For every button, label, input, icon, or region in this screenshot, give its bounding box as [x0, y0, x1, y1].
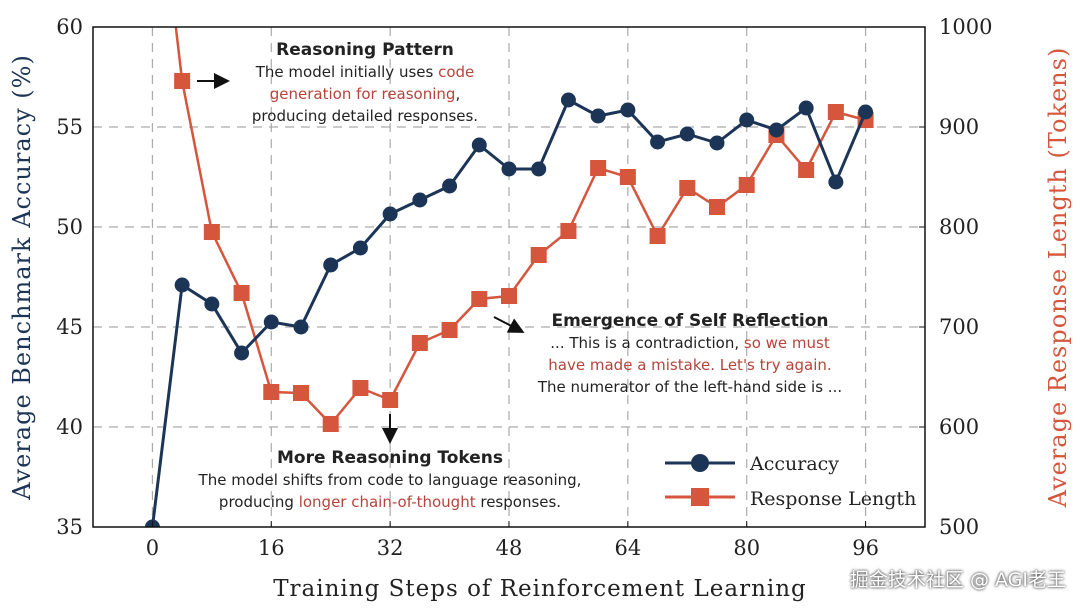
accuracy-point [768, 122, 784, 138]
arrow-diagonal-icon [493, 316, 525, 333]
x-tick-label: 32 [377, 536, 404, 560]
response-length-point [441, 322, 458, 338]
y-right-tick-label: 1000 [939, 15, 992, 39]
annotation-highlight: have made a mistake. Let's try again. [548, 356, 832, 374]
x-tick-label: 16 [258, 536, 285, 560]
annotation-text: The model shifts from code to language r… [198, 471, 582, 489]
response-length-point [590, 160, 607, 176]
y-left-tick-label: 55 [56, 115, 83, 139]
accuracy-point [263, 314, 279, 330]
response-length-point [471, 291, 488, 307]
annotation-more-tokens: More Reasoning Tokens The model shifts f… [170, 447, 610, 513]
y-left-tick-label: 45 [56, 315, 83, 339]
y-left-tick-label: 35 [56, 515, 83, 539]
accuracy-point [679, 126, 695, 142]
accuracy-point [798, 100, 814, 116]
y-axis-left-label: Average Benchmark Accuracy (%) [8, 54, 36, 501]
accuracy-point [323, 257, 339, 273]
accuracy-point [501, 161, 517, 177]
accuracy-point [650, 134, 666, 150]
response-length-point [293, 385, 309, 401]
response-length-point [233, 285, 250, 301]
x-tick-label: 64 [614, 536, 641, 560]
annotation-highlight: generation for reasoning [269, 85, 456, 103]
accuracy-point [234, 345, 250, 361]
ticks: 0 16 32 48 64 80 96 35 40 45 50 55 60 500 600 700 800 900… [56, 15, 992, 560]
annotation-highlight: so we must [743, 334, 830, 352]
accuracy-point [531, 161, 547, 177]
accuracy-point [442, 178, 458, 194]
response-length-point [679, 180, 696, 196]
annotation-text: ... This is a contradiction, [550, 334, 744, 352]
response-length-point [382, 392, 399, 408]
accuracy-point [590, 108, 606, 124]
accuracy-point [293, 319, 309, 335]
y-right-tick-label: 900 [939, 115, 979, 139]
annotation-highlight: code [438, 63, 475, 81]
annotation-highlight: longer chain-of-thought [298, 493, 476, 511]
response-length-point [174, 73, 191, 89]
y-left-tick-label: 40 [56, 415, 83, 439]
plot-area [144, 27, 874, 527]
response-length-point [738, 177, 755, 193]
y-right-tick-label: 800 [939, 215, 979, 239]
accuracy-point [709, 135, 725, 151]
accuracy-point [174, 277, 190, 293]
annotation-title: More Reasoning Tokens [276, 448, 504, 468]
annotation-text: producing detailed responses. [251, 107, 479, 125]
x-tick-label: 0 [146, 536, 159, 560]
annotation-text: The numerator of the left-hand side is .… [537, 378, 843, 396]
legend-length-marker [691, 488, 709, 506]
y-left-tick-label: 50 [56, 215, 83, 239]
response-length-point [827, 104, 844, 120]
legend-length-label: Response Length [750, 488, 916, 510]
response-length-point [619, 169, 636, 185]
annotation-text: responses. [475, 493, 562, 511]
accuracy-point [412, 192, 428, 208]
y-right-tick-label: 500 [939, 515, 979, 539]
x-tick-label: 48 [496, 536, 523, 560]
annotation-text: producing [218, 493, 299, 511]
y-right-tick-label: 700 [939, 315, 979, 339]
annotation-title: Reasoning Pattern [276, 40, 454, 60]
accuracy-point [739, 112, 755, 128]
y-left-tick-label: 60 [56, 15, 83, 39]
annotation-text: , [455, 85, 461, 103]
response-length-point [709, 199, 725, 215]
annotation-text: The model initially uses [255, 63, 439, 81]
accuracy-point [204, 296, 220, 312]
response-length-point [322, 416, 339, 432]
response-length-point [501, 288, 517, 304]
legend-accuracy-marker [691, 454, 709, 472]
legend-accuracy-label: Accuracy [749, 453, 839, 475]
x-axis-label: Training Steps of Reinforcement Learning [273, 576, 807, 602]
response-length-point [530, 247, 547, 263]
response-length-point [411, 335, 428, 351]
accuracy-point [560, 92, 576, 108]
accuracy-point [471, 137, 487, 153]
response-length-point [560, 223, 577, 239]
response-length-point [263, 384, 280, 400]
x-tick-label: 96 [852, 536, 879, 560]
x-tick-label: 80 [733, 536, 760, 560]
annotation-title: Emergence of Self Reflection [551, 311, 829, 331]
accuracy-point [620, 102, 636, 118]
accuracy-point [352, 240, 368, 256]
annotation-reasoning-pattern: Reasoning Pattern The model initially us… [235, 39, 495, 127]
response-length-point [203, 224, 220, 240]
accuracy-point [828, 174, 844, 190]
accuracy-point [382, 206, 398, 222]
legend: Accuracy Response Length [665, 453, 916, 510]
response-length-point [352, 380, 369, 396]
response-length-point [798, 162, 815, 178]
response-length-point [649, 228, 666, 244]
accuracy-point [858, 104, 874, 120]
y-right-tick-label: 600 [939, 415, 979, 439]
annotation-self-reflection: Emergence of Self Reflection ... This is… [520, 310, 860, 398]
y-axis-right-label: Average Response Length (Tokens) [1044, 47, 1072, 509]
watermark: 掘金技术社区 @ AGI老王 [849, 569, 1066, 591]
